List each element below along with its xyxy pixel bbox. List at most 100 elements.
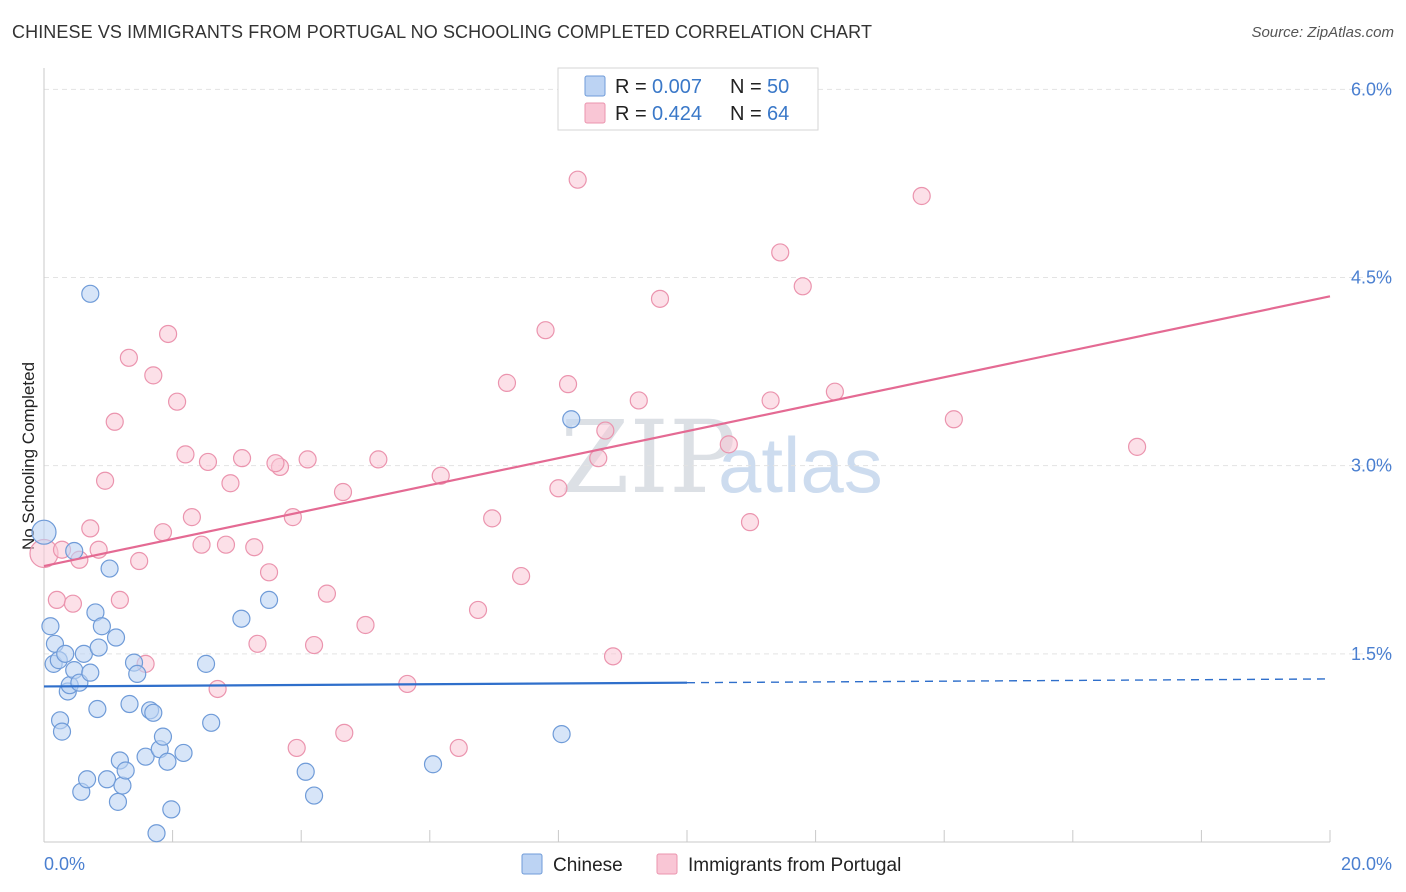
legend-chinese-swatch: [584, 75, 606, 97]
chinese-point: [100, 559, 119, 578]
portugal-point: [95, 471, 115, 490]
portugal-point: [1127, 437, 1147, 456]
portugal-point: [283, 508, 302, 527]
portugal-point: [130, 551, 149, 571]
chinese-point: [41, 617, 60, 636]
portugal-point: [356, 615, 375, 635]
portugal-point: [47, 590, 66, 610]
chinese-point: [89, 638, 108, 657]
portugal-point: [63, 594, 83, 613]
chinese-point: [128, 664, 147, 684]
portugal-point: [944, 410, 963, 429]
portugal-point: [105, 412, 124, 431]
chinese-point: [92, 617, 111, 636]
chinese-point: [296, 762, 315, 781]
portugal-point: [266, 454, 285, 473]
portugal-point: [232, 449, 252, 468]
portugal-point: [119, 348, 138, 367]
portugal-point: [483, 509, 502, 528]
chinese-trend-line-solid: [43, 681, 688, 688]
y-tick-labels: 1.5% 3.0% 4.5% 6.0%: [1351, 79, 1392, 663]
portugal-point: [369, 450, 388, 469]
x-tick-label-max: 20.0%: [1341, 854, 1392, 874]
portugal-point: [333, 482, 353, 502]
legend-chinese-r-value: 0.007: [652, 76, 702, 98]
portugal-trend-line: [43, 295, 1331, 568]
portugal-point: [650, 289, 670, 308]
portugal-point: [153, 523, 173, 542]
bottom-legend-portugal-label: Immigrants from Portugal: [688, 855, 901, 876]
portugal-point: [740, 513, 760, 532]
chinese-point: [31, 519, 57, 545]
bottom-legend-portugal-swatch: [656, 853, 678, 875]
chinese-point: [56, 644, 75, 663]
portugal-point: [771, 243, 790, 262]
legend-portugal-r-value: 0.424: [652, 103, 702, 125]
watermark-zip-text: ZIP: [560, 399, 736, 516]
chinese-point: [52, 722, 72, 741]
legend-chinese-n-value: 50: [767, 76, 789, 98]
portugal-point: [603, 647, 623, 666]
chinese-point: [259, 590, 279, 610]
portugal-point: [449, 738, 468, 758]
chinese-point: [202, 713, 221, 732]
portugal-point: [468, 600, 488, 620]
portugal-point: [536, 321, 555, 340]
legend-chinese-n-label: N =: [730, 76, 762, 98]
y-tick-label: 6.0%: [1351, 79, 1392, 99]
trend-lines: [43, 295, 1331, 688]
y-tick-label: 3.0%: [1351, 456, 1392, 476]
chinese-trend-line-dashed: [686, 678, 1331, 684]
portugal-point: [144, 366, 163, 385]
bottom-legend: Chinese Immigrants from Portugal: [521, 853, 901, 876]
series-immigrants-from-portugal: [29, 170, 1147, 758]
portugal-point: [719, 435, 738, 454]
portugal-point: [198, 452, 218, 472]
chinese-point: [562, 410, 581, 429]
portugal-point: [182, 508, 201, 527]
watermark: ZIP atlas: [560, 399, 883, 516]
source-label: Source: ZipAtlas.com: [1251, 24, 1394, 41]
chinese-point: [423, 755, 443, 774]
portugal-point: [168, 392, 187, 411]
chinese-point: [108, 792, 128, 811]
portugal-point: [558, 375, 578, 394]
portugal-point: [304, 635, 324, 655]
portugal-point: [549, 479, 568, 498]
chinese-point: [116, 761, 135, 780]
portugal-point: [629, 391, 648, 410]
bottom-legend-chinese-label: Chinese: [553, 855, 623, 876]
portugal-point: [761, 391, 780, 410]
x-tick-labels: 0.0% 20.0%: [44, 854, 1392, 874]
portugal-point: [912, 186, 931, 206]
chinese-point: [65, 541, 84, 561]
chinese-point: [153, 727, 173, 746]
legend-chinese-r-label: R =: [615, 76, 647, 98]
chinese-point: [158, 752, 177, 771]
y-tick-label: 4.5%: [1351, 268, 1392, 288]
chinese-point: [113, 776, 132, 795]
chinese-point: [144, 703, 163, 722]
portugal-point: [287, 738, 306, 758]
portugal-point: [568, 170, 587, 189]
portugal-point: [596, 421, 615, 440]
x-tick-label-min: 0.0%: [44, 854, 85, 874]
portugal-point: [176, 445, 195, 464]
chinese-point: [196, 654, 216, 673]
chinese-point: [162, 800, 181, 819]
chinese-point: [232, 609, 251, 628]
chinese-point: [147, 824, 166, 843]
chinese-point: [77, 770, 97, 789]
portugal-point: [298, 450, 317, 469]
portugal-point: [512, 566, 531, 586]
chart-title: CHINESE VS IMMIGRANTS FROM PORTUGAL NO S…: [12, 22, 873, 42]
portugal-point: [158, 324, 178, 344]
series-chinese: [31, 284, 581, 843]
portugal-point: [825, 382, 844, 401]
portugal-point: [431, 466, 450, 485]
legend-box: R = 0.007 N = 50 R = 0.424 N = 64: [557, 67, 819, 131]
portugal-point: [317, 584, 337, 603]
chinese-point: [304, 786, 324, 805]
legend-portugal-n-value: 64: [767, 103, 789, 125]
